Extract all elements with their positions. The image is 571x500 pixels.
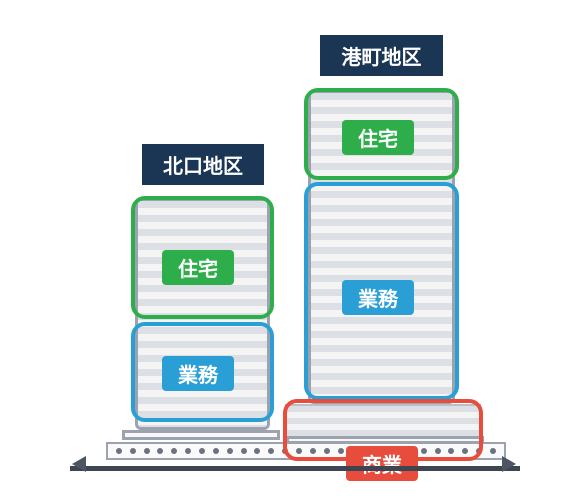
zone-label-left-residential-text: 住宅 bbox=[178, 259, 218, 281]
dot bbox=[116, 448, 122, 454]
zone-label-left-business: 業務 bbox=[162, 356, 234, 391]
dot bbox=[227, 448, 233, 454]
dot bbox=[171, 448, 177, 454]
dot bbox=[213, 448, 219, 454]
district-title-right-text: 港町地区 bbox=[342, 47, 422, 69]
diagram-canvas: 北口地区 港町地区 住宅 業務 住宅 業務 bbox=[0, 0, 571, 500]
zone-label-commercial: 商業 bbox=[346, 446, 418, 481]
ground-line bbox=[70, 466, 520, 471]
arrow-right-icon bbox=[502, 456, 516, 472]
dot bbox=[157, 448, 163, 454]
zone-label-right-residential: 住宅 bbox=[342, 120, 414, 155]
zone-label-right-residential-text: 住宅 bbox=[358, 129, 398, 151]
dot bbox=[130, 448, 136, 454]
arrow-left-icon bbox=[72, 456, 86, 472]
zone-label-right-business-text: 業務 bbox=[358, 289, 398, 311]
dot bbox=[241, 448, 247, 454]
dot bbox=[490, 448, 496, 454]
slab-left bbox=[122, 430, 280, 440]
zone-label-left-business-text: 業務 bbox=[178, 365, 218, 387]
district-title-left: 北口地区 bbox=[142, 144, 264, 185]
zone-label-right-business: 業務 bbox=[342, 280, 414, 315]
dot bbox=[199, 448, 205, 454]
district-title-right: 港町地区 bbox=[320, 35, 443, 76]
dot bbox=[254, 448, 260, 454]
zone-label-left-residential: 住宅 bbox=[162, 250, 234, 285]
dot bbox=[185, 448, 191, 454]
district-title-left-text: 北口地区 bbox=[163, 156, 243, 178]
dot bbox=[268, 448, 274, 454]
dot bbox=[144, 448, 150, 454]
